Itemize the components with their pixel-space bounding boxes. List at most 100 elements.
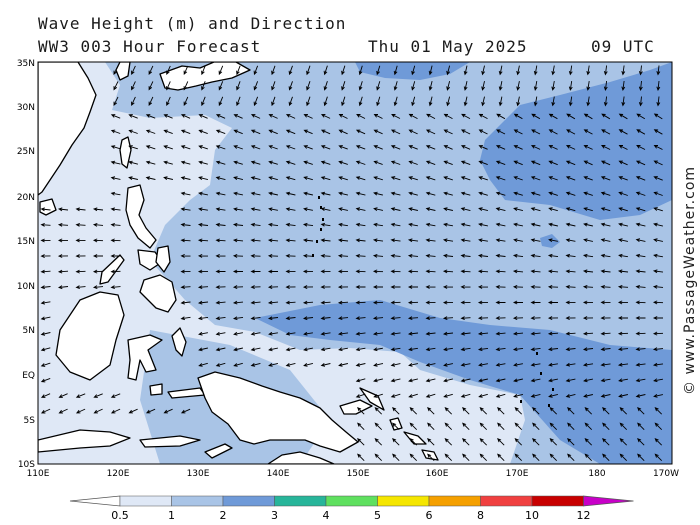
wave-arrow [512,347,524,352]
wave-arrow [495,284,506,289]
wave-arrow [355,238,366,243]
wave-arrow [512,331,524,336]
wave-arrow [355,129,366,135]
wave-arrow [110,254,121,258]
wave-arrow [652,284,664,289]
wave-arrow [390,145,401,150]
wave-arrow [302,300,314,305]
wave-arrow [548,113,558,120]
wave-arrow [618,113,628,120]
wave-arrow [653,113,663,120]
lat-label: 15N [17,237,35,247]
wave-arrow [250,362,261,367]
wave-arrow [373,347,383,352]
wave-arrow [180,160,191,165]
wave-arrow [268,207,278,212]
wave-arrow [372,316,384,321]
wave-arrow [407,253,419,258]
wave-arrow [442,253,454,258]
wave-arrow [602,407,610,415]
wave-arrow [341,65,346,76]
wave-arrow [271,65,276,76]
wave-arrow [582,253,594,258]
wave-arrow [145,114,156,119]
lat-label: 10S [18,460,35,470]
wave-arrow [600,362,611,367]
colorbar-swatch [119,495,172,507]
wave-arrow [460,145,471,150]
forecast-date: Thu 01 May 2025 [368,37,528,56]
wave-arrow [390,191,401,196]
wave-arrow [355,176,366,181]
wave-arrow [513,160,523,166]
wave-arrow [516,81,521,91]
colorbar-swatch [428,495,481,507]
wave-arrow [444,407,453,415]
wave-arrow [635,176,646,181]
wave-arrow [530,222,541,227]
wave-arrow [320,316,331,321]
wave-arrow [285,238,296,243]
wave-arrow [583,129,593,135]
wave-arrow [635,284,646,289]
wave-arrow [618,253,628,258]
wave-arrow [250,222,261,227]
wave-arrow [390,347,401,352]
wave-arrow [638,65,643,76]
wave-arrow [477,284,489,289]
wave-arrow [443,222,453,227]
wave-arrow [267,300,279,305]
wave-arrow [477,316,489,321]
wave-arrow [583,207,593,212]
colorbar-level-label: 12 [577,509,591,522]
wave-arrow [548,393,559,398]
wave-arrow [530,347,541,352]
wave-arrow [113,96,119,107]
lat-label: 5N [23,326,35,336]
wave-arrow [131,81,136,91]
wave-arrow [391,114,401,119]
wave-arrow [617,316,628,320]
new-guinea [197,371,359,453]
wave-arrow [495,253,506,258]
wave-arrow [302,316,314,321]
wave-arrow [460,393,471,398]
wave-arrow [357,422,365,431]
wave-arrow [303,114,313,119]
wave-arrow [180,408,191,414]
wave-arrow [442,285,454,289]
wave-arrow [180,129,191,135]
wave-arrow [215,316,226,321]
wave-arrow [355,347,366,352]
wave-arrow [512,300,523,305]
wave-arrow [166,96,171,107]
wave-arrow [376,96,381,107]
wave-arrow [357,407,365,415]
wave-arrow [232,222,244,227]
colorbar-level-label: 4 [323,509,330,522]
wave-arrow [374,422,383,431]
wave-arrow [215,347,226,352]
lon-label: 110E [27,469,50,479]
wave-arrow [478,129,488,135]
island [312,254,314,257]
wave-arrow [530,269,541,274]
wave-arrow [288,81,293,91]
wave-arrow [407,269,419,274]
wave-arrow [215,331,226,336]
wave-arrow [582,300,594,305]
wave-arrow [495,347,506,352]
wave-arrow [215,238,226,243]
wave-arrow [409,453,418,462]
wave-arrow [460,160,471,166]
wave-arrow [443,362,453,367]
wave-arrow [583,176,593,181]
wave-arrow [57,222,69,227]
wave-arrow [584,407,593,415]
wave-arrow [549,422,558,431]
wave-arrow [477,300,489,305]
wave-arrow [617,300,629,305]
wave-arrow [285,145,296,150]
wave-arrow [355,378,366,383]
island [536,352,538,355]
